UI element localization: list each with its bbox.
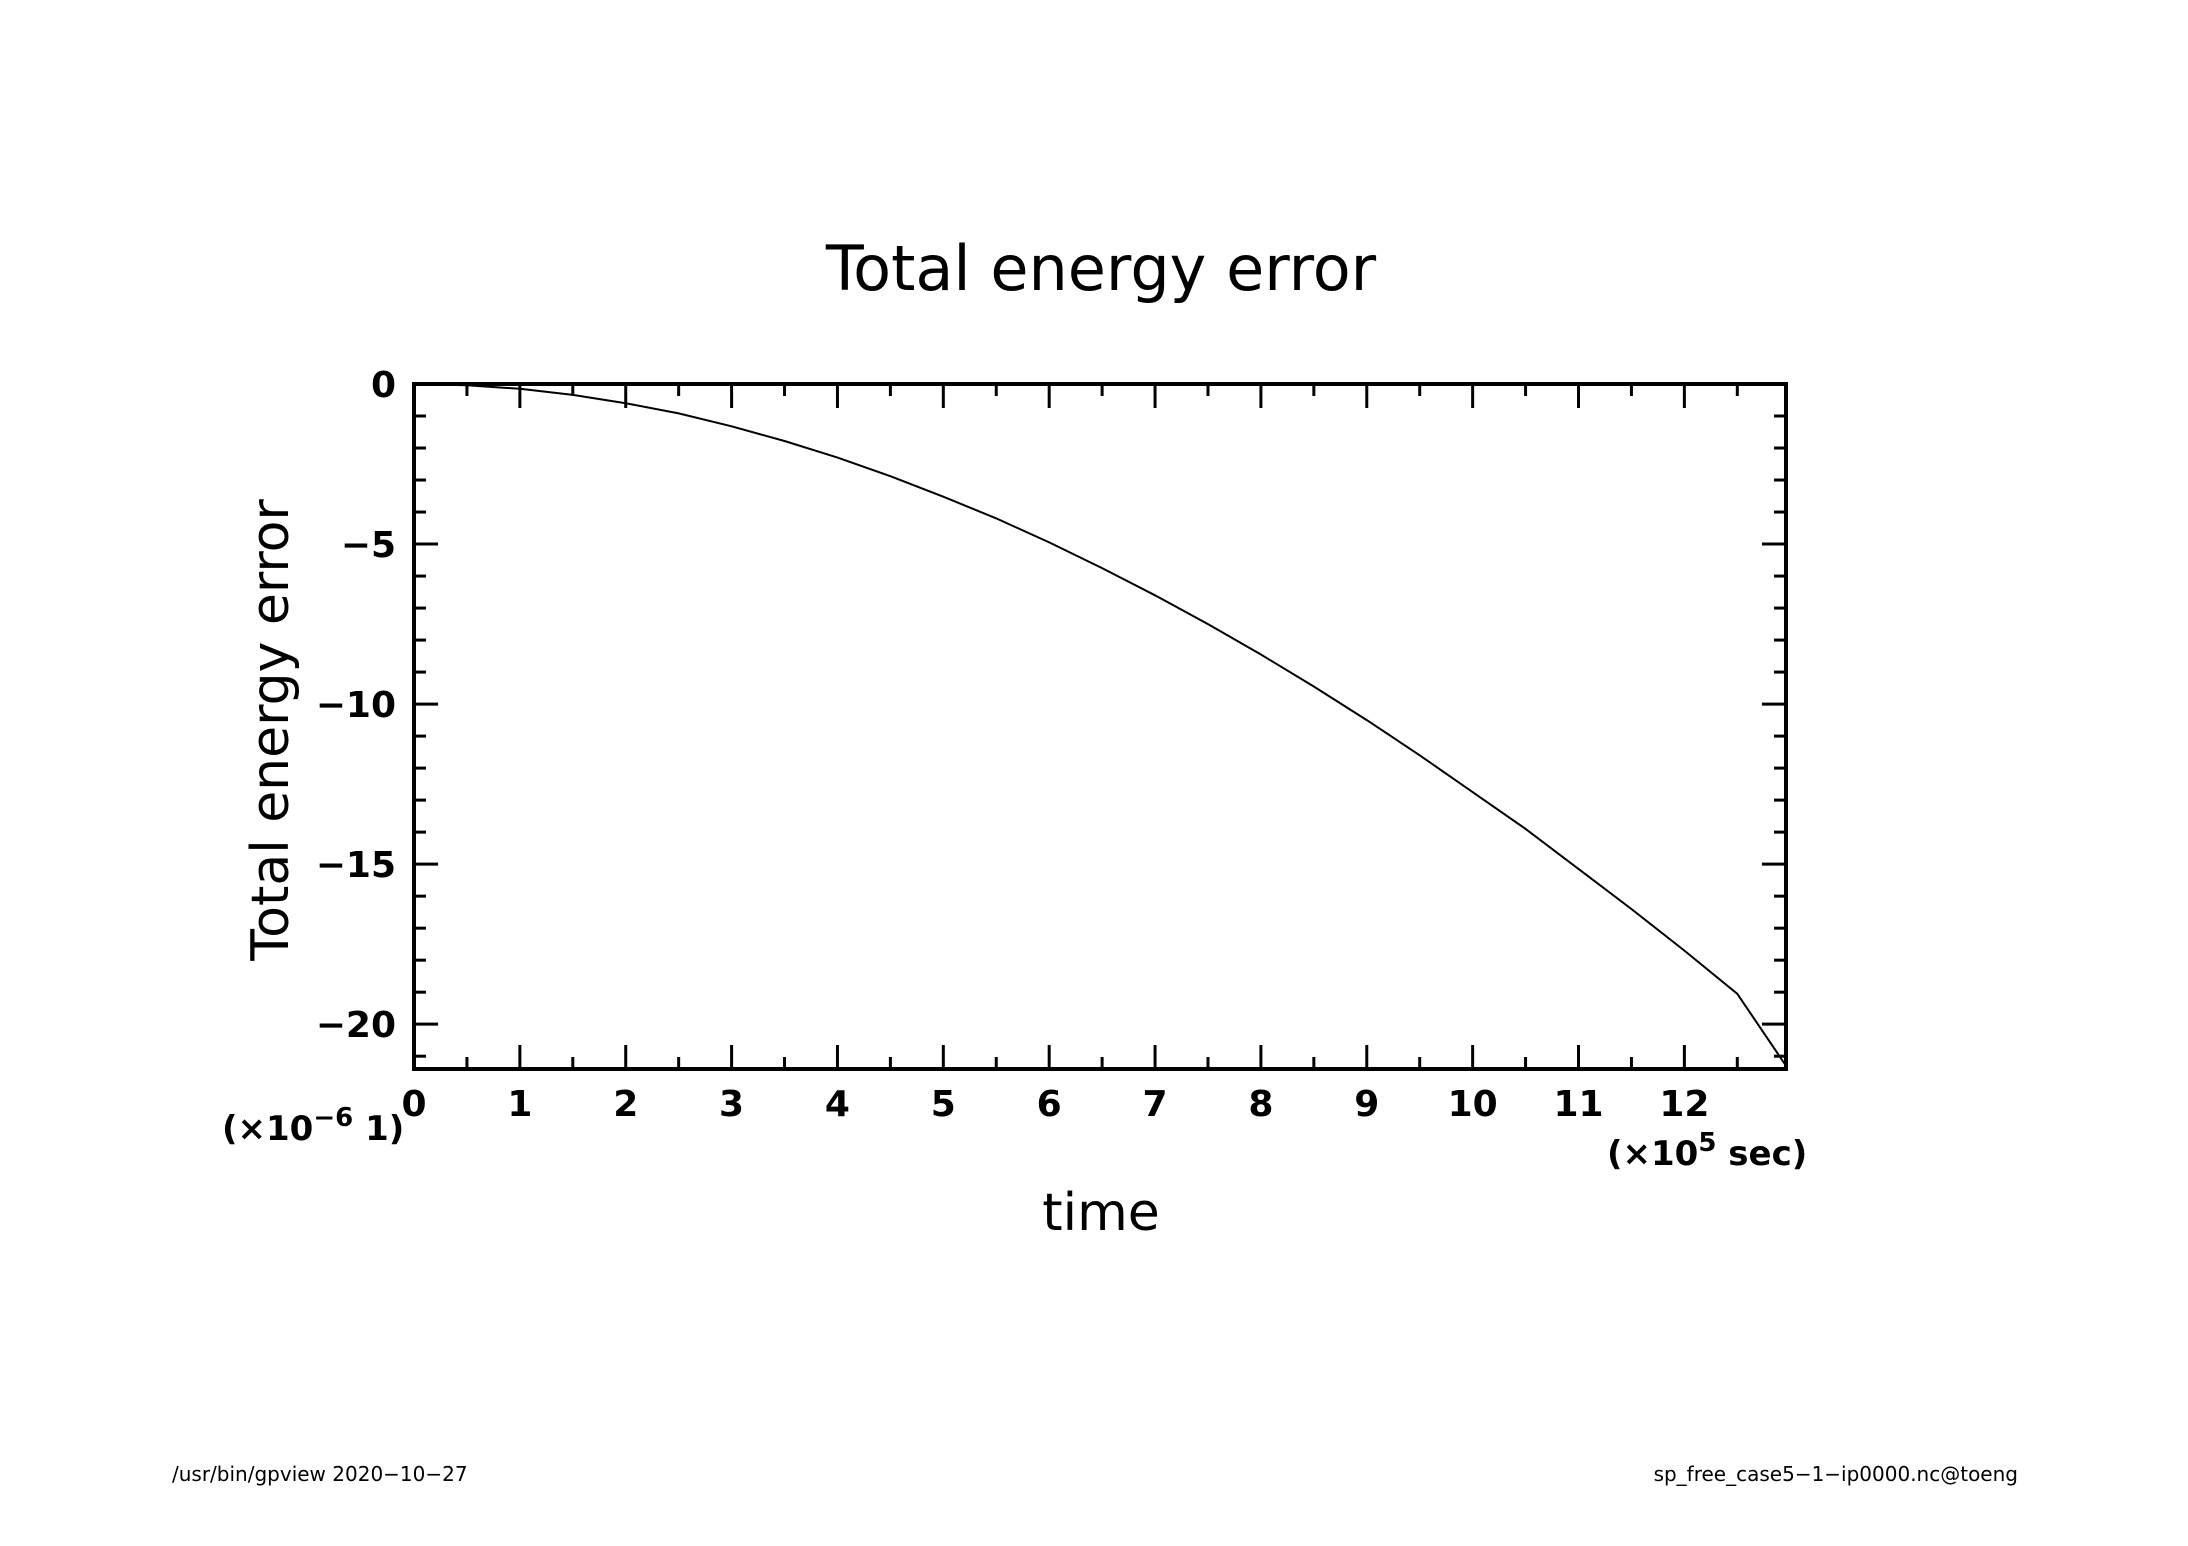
x-multiplier-label: (×105 sec) xyxy=(1607,1128,1807,1174)
x-tick-labels: 0 1 2 3 4 5 6 7 8 9 10 11 12 xyxy=(401,1084,1709,1125)
footer-left: /usr/bin/gpview 2020−10−27 xyxy=(172,1462,468,1486)
minor-ticks xyxy=(414,384,1786,1069)
footer-right: sp_free_case5−1−ip0000.nc@toeng xyxy=(1654,1462,2018,1486)
y-tick-labels: 0 −5 −10 −15 −20 xyxy=(316,365,396,1046)
x-tick-label: 5 xyxy=(931,1084,956,1125)
y-axis-label: Total energy error xyxy=(241,499,301,962)
x-tick-label: 11 xyxy=(1553,1084,1603,1125)
x-tick-label: 12 xyxy=(1659,1084,1709,1125)
series-line xyxy=(413,383,1787,1067)
x-tick-label: 1 xyxy=(507,1084,532,1125)
x-tick-label: 2 xyxy=(613,1084,638,1125)
y-multiplier-label: (×10−6 1) xyxy=(222,1103,404,1149)
y-tick-label: −15 xyxy=(316,845,396,886)
x-tick-label: 3 xyxy=(719,1084,744,1125)
x-tick-label: 10 xyxy=(1448,1084,1498,1125)
y-tick-label: 0 xyxy=(371,365,396,406)
y-tick-label: −10 xyxy=(316,685,396,726)
x-tick-label: 8 xyxy=(1248,1084,1273,1125)
y-tick-label: −5 xyxy=(341,525,396,566)
plot-frame xyxy=(412,382,1788,1071)
y-tick-label: −20 xyxy=(316,1005,396,1046)
x-tick-label: 7 xyxy=(1143,1084,1168,1125)
x-axis-label: time xyxy=(1042,1183,1159,1243)
x-tick-label: 4 xyxy=(825,1084,850,1125)
chart-title: Total energy error xyxy=(825,232,1377,305)
x-tick-label: 6 xyxy=(1037,1084,1062,1125)
x-tick-label: 0 xyxy=(401,1084,426,1125)
major-ticks xyxy=(412,382,1786,1069)
x-tick-label: 9 xyxy=(1354,1084,1379,1125)
